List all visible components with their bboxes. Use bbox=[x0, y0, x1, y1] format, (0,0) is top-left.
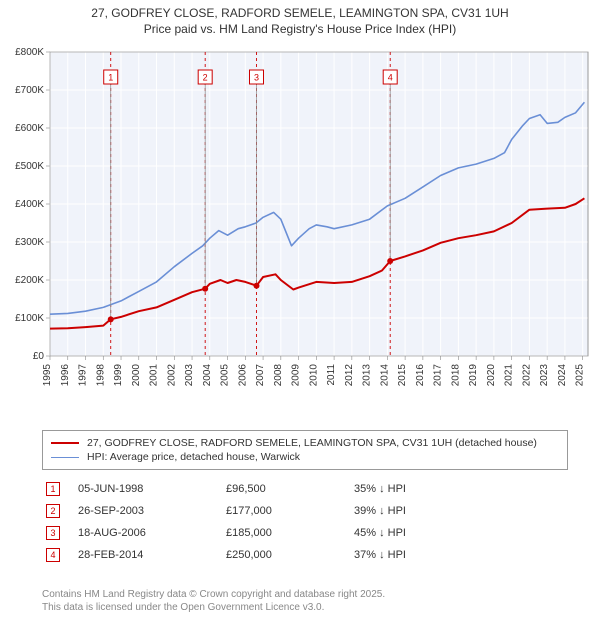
legend-label: HPI: Average price, detached house, Warw… bbox=[87, 451, 300, 463]
svg-text:2008: 2008 bbox=[273, 364, 284, 387]
svg-text:3: 3 bbox=[254, 73, 259, 83]
attribution: Contains HM Land Registry data © Crown c… bbox=[42, 588, 568, 614]
trade-row: 3 18-AUG-2006 £185,000 45% ↓ HPI bbox=[42, 522, 568, 544]
attribution-line1: Contains HM Land Registry data © Crown c… bbox=[42, 588, 568, 601]
chart-area: £0 £100K £200K £300K £400K £500K £600K £700K £80… bbox=[0, 44, 600, 424]
trade-delta: 45% ↓ HPI bbox=[354, 527, 568, 539]
svg-text:2000: 2000 bbox=[131, 364, 142, 387]
svg-text:1996: 1996 bbox=[60, 364, 71, 387]
trade-price: £250,000 bbox=[226, 549, 336, 561]
svg-text:2016: 2016 bbox=[415, 364, 426, 387]
svg-text:£600K: £600K bbox=[15, 123, 44, 134]
svg-text:2: 2 bbox=[203, 73, 208, 83]
svg-text:2006: 2006 bbox=[237, 364, 248, 387]
trade-delta: 37% ↓ HPI bbox=[354, 549, 568, 561]
trade-price: £185,000 bbox=[226, 527, 336, 539]
svg-text:£0: £0 bbox=[33, 351, 45, 362]
svg-text:£400K: £400K bbox=[15, 199, 44, 210]
svg-text:£800K: £800K bbox=[15, 47, 44, 58]
svg-text:4: 4 bbox=[388, 73, 393, 83]
svg-text:2012: 2012 bbox=[344, 364, 355, 387]
svg-text:2010: 2010 bbox=[308, 364, 319, 387]
trade-marker: 3 bbox=[46, 526, 60, 540]
svg-text:£300K: £300K bbox=[15, 237, 44, 248]
trade-date: 28-FEB-2014 bbox=[78, 549, 208, 561]
svg-text:1998: 1998 bbox=[95, 364, 106, 387]
svg-text:£500K: £500K bbox=[15, 161, 44, 172]
title-line2: Price paid vs. HM Land Registry's House … bbox=[10, 22, 590, 38]
chart-title: 27, GODFREY CLOSE, RADFORD SEMELE, LEAMI… bbox=[0, 0, 600, 39]
svg-text:2011: 2011 bbox=[326, 364, 337, 386]
trade-price: £96,500 bbox=[226, 483, 336, 495]
chart-svg: £0 £100K £200K £300K £400K £500K £600K £700K £80… bbox=[0, 44, 600, 424]
trade-row: 4 28-FEB-2014 £250,000 37% ↓ HPI bbox=[42, 544, 568, 566]
svg-text:£100K: £100K bbox=[15, 313, 44, 324]
svg-text:2021: 2021 bbox=[504, 364, 515, 387]
trade-marker: 4 bbox=[46, 548, 60, 562]
legend: 27, GODFREY CLOSE, RADFORD SEMELE, LEAMI… bbox=[42, 430, 568, 470]
trade-delta: 35% ↓ HPI bbox=[354, 483, 568, 495]
svg-text:2014: 2014 bbox=[379, 364, 390, 387]
svg-text:2015: 2015 bbox=[397, 364, 408, 387]
trades-table: 1 05-JUN-1998 £96,500 35% ↓ HPI 2 26-SEP-2003… bbox=[42, 478, 568, 566]
title-line1: 27, GODFREY CLOSE, RADFORD SEMELE, LEAMI… bbox=[10, 6, 590, 22]
legend-row: HPI: Average price, detached house, Warw… bbox=[51, 450, 559, 464]
legend-swatch bbox=[51, 442, 79, 444]
trade-marker: 2 bbox=[46, 504, 60, 518]
svg-text:2002: 2002 bbox=[166, 364, 177, 387]
trade-delta: 39% ↓ HPI bbox=[354, 505, 568, 517]
svg-text:1995: 1995 bbox=[42, 364, 53, 387]
svg-text:2020: 2020 bbox=[486, 364, 497, 387]
svg-text:2001: 2001 bbox=[149, 364, 160, 387]
svg-text:1999: 1999 bbox=[113, 364, 124, 387]
trade-date: 26-SEP-2003 bbox=[78, 505, 208, 517]
svg-text:2024: 2024 bbox=[557, 364, 568, 387]
trade-row: 2 26-SEP-2003 £177,000 39% ↓ HPI bbox=[42, 500, 568, 522]
svg-text:2023: 2023 bbox=[539, 364, 550, 387]
svg-text:2004: 2004 bbox=[202, 364, 213, 387]
svg-text:2022: 2022 bbox=[521, 364, 532, 387]
svg-text:2003: 2003 bbox=[184, 364, 195, 387]
svg-text:2009: 2009 bbox=[291, 364, 302, 387]
trade-price: £177,000 bbox=[226, 505, 336, 517]
trade-date: 05-JUN-1998 bbox=[78, 483, 208, 495]
trade-date: 18-AUG-2006 bbox=[78, 527, 208, 539]
legend-swatch bbox=[51, 457, 79, 458]
trade-row: 1 05-JUN-1998 £96,500 35% ↓ HPI bbox=[42, 478, 568, 500]
svg-text:1997: 1997 bbox=[78, 364, 89, 387]
attribution-line2: This data is licensed under the Open Gov… bbox=[42, 601, 568, 614]
svg-text:2017: 2017 bbox=[433, 364, 444, 387]
svg-text:1: 1 bbox=[108, 73, 113, 83]
svg-text:£700K: £700K bbox=[15, 85, 44, 96]
svg-text:£200K: £200K bbox=[15, 275, 44, 286]
trade-marker: 1 bbox=[46, 482, 60, 496]
svg-text:2019: 2019 bbox=[468, 364, 479, 387]
svg-text:2013: 2013 bbox=[362, 364, 373, 387]
svg-text:2007: 2007 bbox=[255, 364, 266, 387]
svg-text:2025: 2025 bbox=[575, 364, 586, 387]
svg-text:2005: 2005 bbox=[220, 364, 231, 387]
legend-row: 27, GODFREY CLOSE, RADFORD SEMELE, LEAMI… bbox=[51, 436, 559, 450]
legend-label: 27, GODFREY CLOSE, RADFORD SEMELE, LEAMI… bbox=[87, 437, 537, 449]
svg-text:2018: 2018 bbox=[450, 364, 461, 387]
